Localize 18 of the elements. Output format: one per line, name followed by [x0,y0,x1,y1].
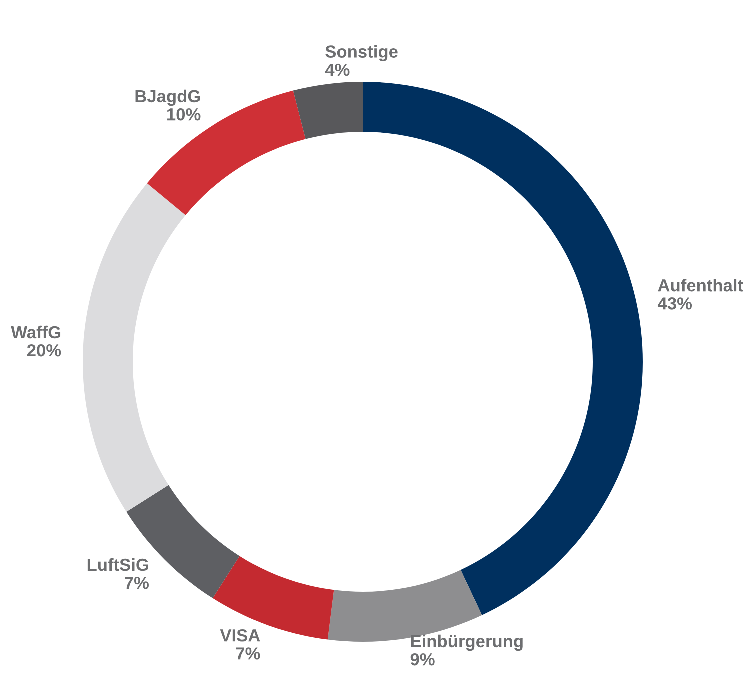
slice-label: Sonstige [326,45,398,62]
data-label: 7% [125,576,149,590]
slice-label: VISA [220,629,260,642]
data-label: 9% [410,653,435,666]
data-label: 20% [27,344,62,357]
slice-label: Einbürgerung [411,634,523,652]
slice-label: WaffG [11,326,61,339]
data-label: 7% [236,648,260,660]
donut-slice [212,556,334,640]
slice-label: LuftSiG [88,558,148,572]
donut-slice [83,184,186,512]
data-label: 43% [658,298,692,310]
data-label: 4% [325,64,350,76]
slice-label: BJagdG [136,90,200,106]
data-label: 10% [168,108,201,121]
slice-label: Aufenthalt [658,278,744,292]
donut-slice [363,82,643,616]
donut-slice [293,82,363,140]
